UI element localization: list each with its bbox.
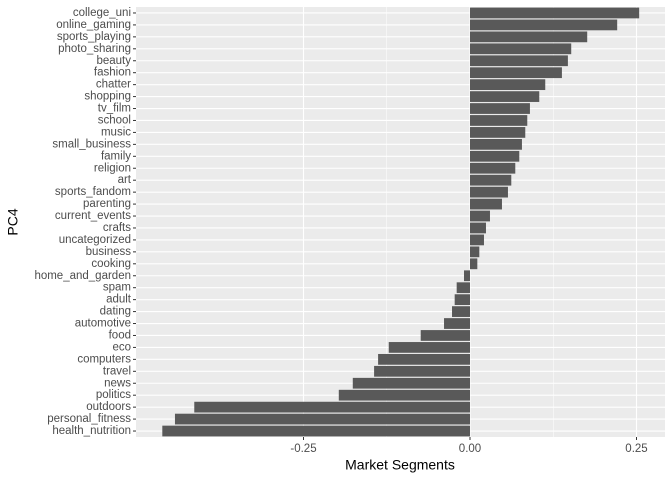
y-tick-label: music <box>101 126 131 138</box>
bar <box>469 31 588 43</box>
bar <box>469 198 502 210</box>
y-tick-label: college_uni <box>73 7 131 19</box>
bar <box>378 353 470 365</box>
y-tick-label: online_gaming <box>56 19 131 31</box>
bar <box>469 150 520 162</box>
bar <box>469 174 512 186</box>
y-tick-label: photo_sharing <box>58 43 131 55</box>
y-tick-label: cooking <box>91 258 131 270</box>
y-tick-label: food <box>109 330 131 342</box>
y-tick-label: tv_film <box>98 103 131 115</box>
y-tick-label: uncategorized <box>59 234 131 246</box>
bar <box>464 270 470 282</box>
bar <box>469 246 480 258</box>
y-tick-label: politics <box>96 389 131 401</box>
y-tick-label: personal_fitness <box>47 413 131 425</box>
y-tick-label: sports_fandom <box>55 186 131 198</box>
y-tick-label: chatter <box>96 79 131 91</box>
bar <box>374 365 470 377</box>
x-tick-label: -0.25 <box>290 443 316 455</box>
bar <box>388 342 470 353</box>
y-tick-label: art <box>118 174 132 186</box>
bar <box>469 210 490 222</box>
bar <box>469 103 530 114</box>
bar <box>420 330 470 341</box>
y-tick-label: fashion <box>94 67 131 79</box>
bar <box>469 138 522 150</box>
bar <box>469 115 528 126</box>
bar <box>469 79 546 91</box>
bar <box>162 425 470 437</box>
bar <box>469 258 478 270</box>
bar <box>452 306 470 317</box>
y-tick-label: adult <box>106 294 132 306</box>
y-tick-label: small_business <box>52 138 131 150</box>
y-axis-title: PC4 <box>5 208 21 235</box>
y-tick-label: current_events <box>55 210 131 222</box>
bar <box>174 413 470 425</box>
y-tick-label: religion <box>94 162 131 174</box>
y-tick-label: news <box>104 377 131 389</box>
bar <box>469 234 484 246</box>
y-tick-label: eco <box>112 341 131 353</box>
y-tick-label: beauty <box>96 55 131 67</box>
x-axis-title: Market Segments <box>345 457 455 473</box>
y-tick-label: outdoors <box>86 401 131 413</box>
bar <box>469 43 572 55</box>
y-tick-label: automotive <box>75 318 131 330</box>
bar <box>469 91 540 102</box>
y-tick-label: health_nutrition <box>52 425 131 437</box>
y-tick-label: family <box>101 150 131 162</box>
y-tick-label: travel <box>103 365 131 377</box>
bar <box>338 389 470 401</box>
y-tick-label: sports_playing <box>57 31 131 43</box>
y-tick-label: shopping <box>84 91 131 103</box>
bar <box>469 186 508 198</box>
bar <box>469 222 486 234</box>
bar <box>194 401 470 413</box>
x-tick-label: 0.00 <box>459 443 481 455</box>
y-tick-label: dating <box>100 306 131 318</box>
x-tick-label: 0.25 <box>625 443 647 455</box>
y-tick-label: parenting <box>83 198 131 210</box>
bar <box>454 294 470 306</box>
y-tick-label: school <box>98 115 131 127</box>
bar <box>469 55 568 67</box>
panel <box>136 7 665 437</box>
bar <box>469 127 526 138</box>
y-tick-label: business <box>86 246 132 258</box>
bar <box>456 282 470 294</box>
bar <box>469 162 516 174</box>
bar <box>469 7 640 19</box>
y-tick-label: computers <box>77 353 131 365</box>
bar <box>352 377 470 389</box>
y-tick-label: crafts <box>103 222 131 234</box>
y-tick-label: home_and_garden <box>34 270 131 282</box>
y-tick-label: spam <box>103 282 131 294</box>
bar <box>444 318 470 329</box>
bar <box>469 67 562 79</box>
bar <box>469 19 618 31</box>
